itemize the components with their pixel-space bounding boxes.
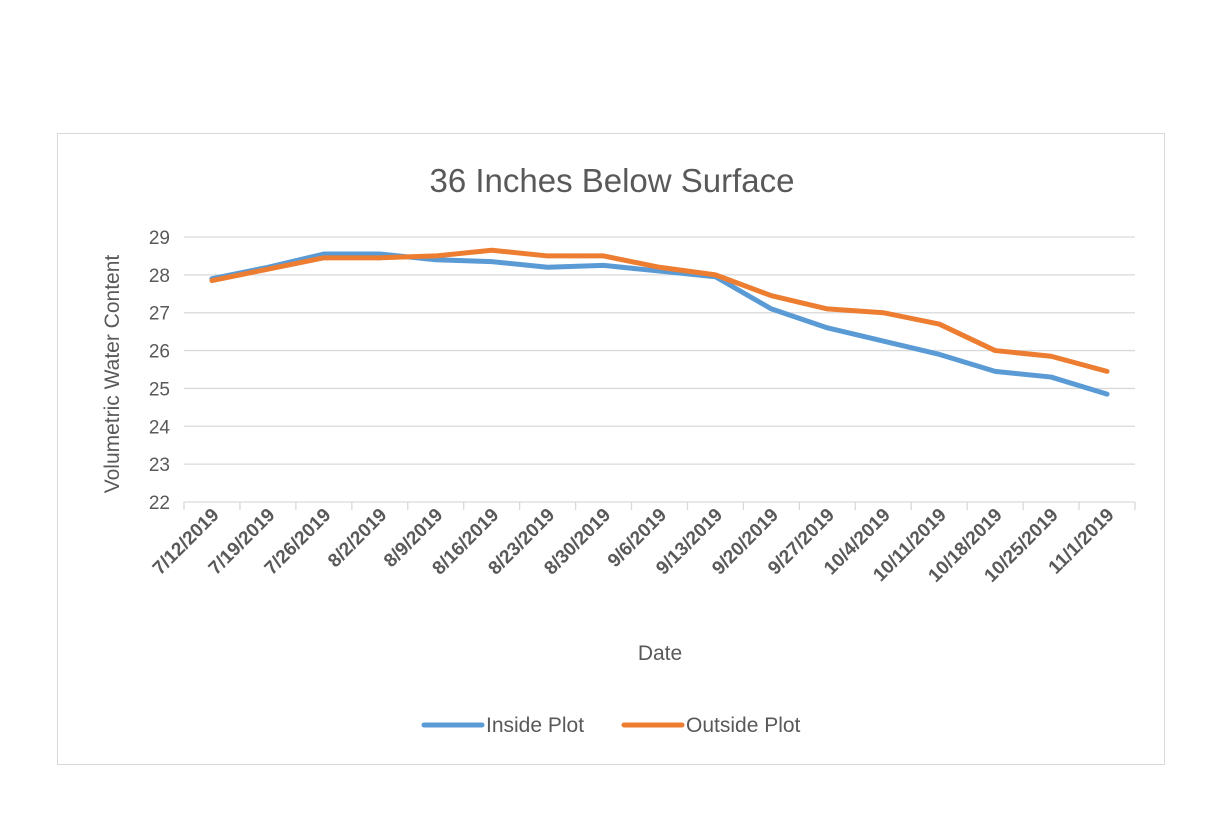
chart-area: 36 Inches Below Surface 22 23 24 25 26 27 28 29… — [57, 133, 1165, 765]
x-tick-labels: 7/12/20197/19/20197/26/20198/2/20198/9/2… — [149, 505, 1119, 587]
x-axis-label: Date — [638, 642, 682, 665]
gridlines — [183, 236, 1136, 510]
legend-label: Outside Plot — [686, 714, 801, 737]
y-tick-label: 27 — [149, 304, 170, 325]
y-tick-label: 24 — [149, 417, 171, 438]
y-axis-label: Volumetric Water Content — [101, 255, 124, 494]
y-tick-label: 22 — [149, 493, 170, 514]
legend-label: Inside Plot — [486, 714, 584, 737]
x-tick-label: 8/2/2019 — [324, 505, 391, 572]
legend: Inside Plot Outside Plot — [421, 714, 801, 737]
y-tick-label: 28 — [149, 266, 170, 287]
chart-title: 36 Inches Below Surface — [429, 162, 794, 199]
y-tick-label: 29 — [149, 228, 170, 249]
y-tick-label: 25 — [149, 379, 170, 400]
y-tick-label: 26 — [149, 342, 170, 363]
series-line — [209, 251, 1110, 397]
y-tick-labels: 22 23 24 25 26 27 28 29 — [149, 228, 171, 514]
y-tick-label: 23 — [149, 455, 170, 476]
series-line — [209, 247, 1110, 374]
chart-svg: 36 Inches Below Surface 22 23 24 25 26 27 28 29… — [101, 162, 1136, 737]
series-lines — [209, 247, 1110, 397]
